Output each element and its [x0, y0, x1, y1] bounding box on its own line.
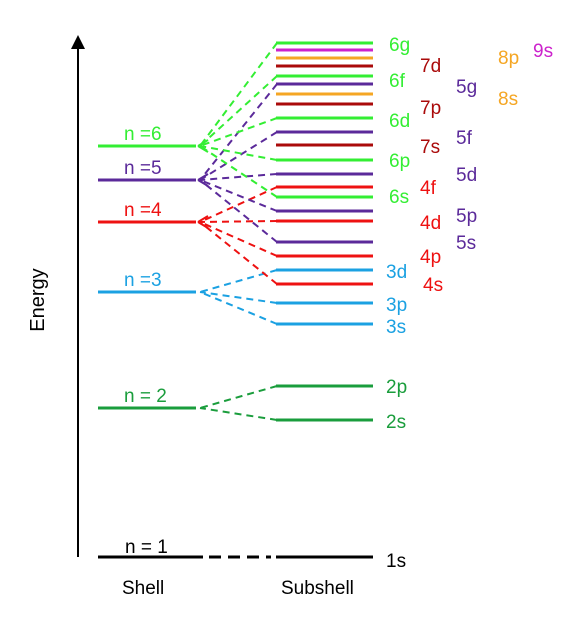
subshell-label-3p: 3p	[386, 295, 407, 316]
connector-5f	[199, 131, 278, 181]
subshell-label-6s: 6s	[389, 187, 409, 208]
subshell-label-6p: 6p	[389, 151, 410, 172]
subshell-labels: 1s 2s 2p 3s 3p 3d 4s 4p 4d 4f 5s 5p 5d 5…	[386, 35, 553, 572]
connector-4s	[199, 221, 278, 285]
connector-4d	[199, 220, 278, 223]
shell-column-label: Shell	[122, 578, 164, 599]
energy-axis-label: Energy	[27, 268, 49, 331]
subshell-label-7d: 7d	[420, 56, 441, 77]
subshell-label-3d: 3d	[386, 262, 407, 283]
connectors	[197, 42, 278, 559]
subshell-label-5s: 5s	[456, 233, 476, 254]
shell-label-n6: n =6	[124, 124, 162, 145]
subshell-label-6f: 6f	[389, 71, 406, 92]
connector-6s	[199, 145, 278, 198]
subshell-label-4p: 4p	[420, 247, 441, 268]
subshell-label-4d: 4d	[420, 213, 441, 234]
connector-3p	[199, 291, 278, 304]
subshell-label-8p: 8p	[498, 48, 519, 69]
subshell-label-5p: 5p	[456, 206, 477, 227]
subshell-label-6g: 6g	[389, 35, 410, 56]
shell-label-n2: n = 2	[124, 386, 167, 407]
connector-3s	[199, 291, 278, 325]
shell-label-n3: n =3	[124, 270, 162, 291]
subshell-label-7s: 7s	[420, 137, 440, 158]
shell-label-n1: n = 1	[125, 537, 168, 558]
subshell-label-2s: 2s	[386, 412, 406, 433]
subshell-label-9s: 9s	[533, 41, 553, 62]
shell-label-n5: n =5	[124, 158, 162, 179]
subshell-label-5g: 5g	[456, 77, 477, 98]
connector-6f	[199, 75, 278, 147]
subshell-label-5d: 5d	[456, 165, 477, 186]
shell-label-n4: n =4	[124, 200, 162, 221]
shell-levels: n = 1 n = 2 n =3 n =4 n =5 n =6	[98, 124, 203, 559]
subshell-label-5f: 5f	[456, 128, 473, 149]
connector-4f	[199, 186, 278, 223]
subshell-label-4s: 4s	[423, 275, 443, 296]
subshell-label-2p: 2p	[386, 377, 407, 398]
subshell-label-8s: 8s	[498, 89, 518, 110]
arrowhead-n6	[197, 139, 209, 153]
subshell-label-1s: 1s	[386, 551, 406, 572]
connector-5s	[199, 179, 278, 243]
subshell-levels	[276, 41, 373, 559]
subshell-label-3s: 3s	[386, 317, 406, 338]
connector-3d	[199, 269, 278, 293]
connector-5d	[199, 173, 278, 181]
connector-6d	[199, 117, 278, 147]
connector-6p	[199, 145, 278, 161]
connector-4p	[199, 221, 278, 257]
arrowhead-n4	[197, 215, 209, 229]
connector-6g	[199, 42, 278, 147]
arrowhead-n5	[197, 173, 209, 187]
connector-2s	[199, 407, 278, 421]
connector-5p	[199, 179, 278, 212]
subshell-column-label: Subshell	[281, 578, 354, 599]
subshell-label-6d: 6d	[389, 111, 410, 132]
subshell-label-7p: 7p	[420, 98, 441, 119]
subshell-label-4f: 4f	[420, 178, 437, 199]
connector-2p	[199, 385, 278, 409]
